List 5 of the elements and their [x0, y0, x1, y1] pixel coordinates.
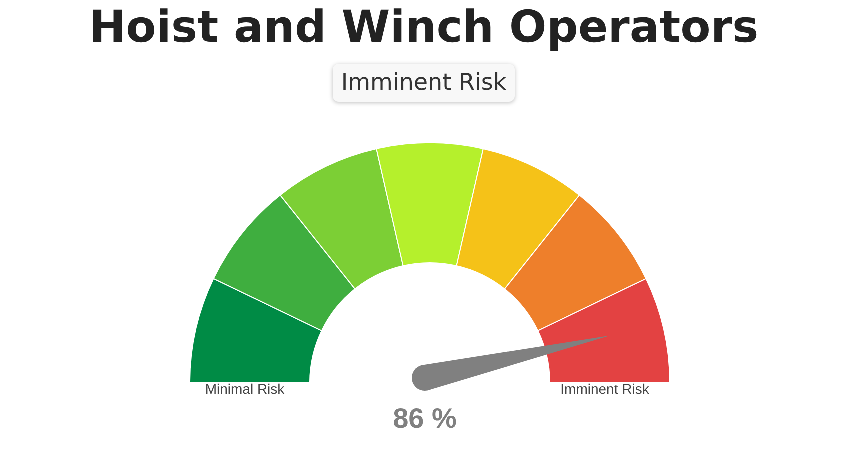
slice-label: Minimal Risk [205, 381, 286, 397]
slice-label: Imminent Risk [560, 381, 650, 397]
text: 86 % [393, 403, 458, 434]
chart-title: Hoist and Winch Operators [88, 2, 760, 53]
chart-subtitle: Imminent Risk [333, 64, 515, 102]
